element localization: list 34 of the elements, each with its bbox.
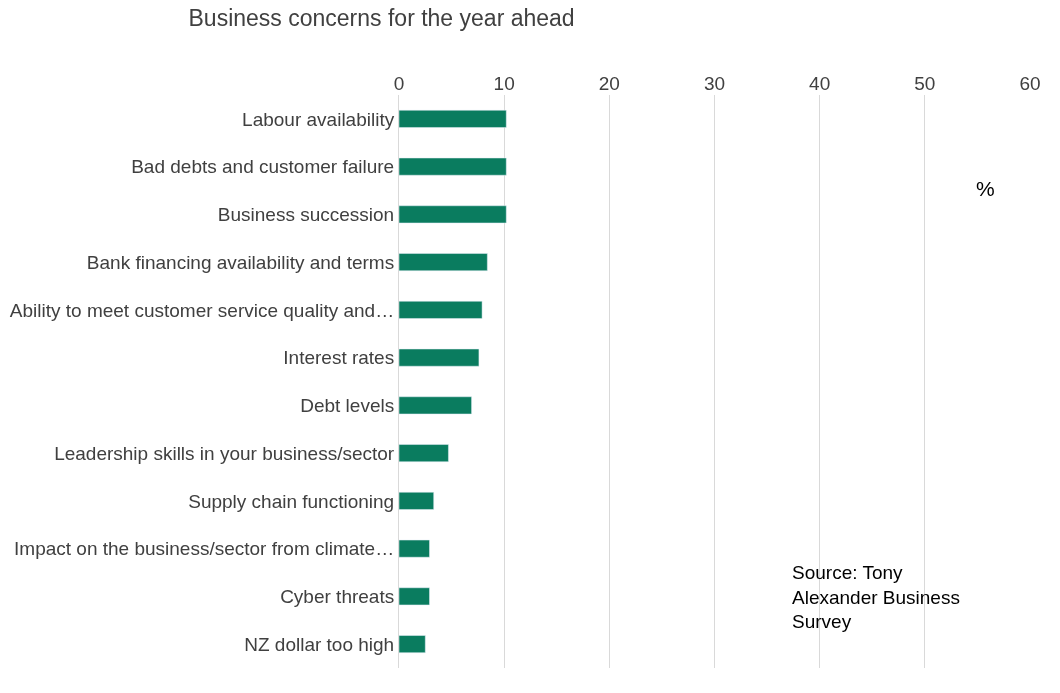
y-tick-label: Cyber threats (280, 586, 395, 608)
bar (399, 348, 480, 367)
y-tick-label: Debt levels (300, 395, 395, 417)
y-tick-label: Labour availability (242, 108, 395, 130)
y-tick-label: Leadership skills in your business/sector (54, 442, 395, 464)
chart-title: Business concerns for the year ahead (188, 5, 575, 32)
x-tick-label: 50 (914, 73, 936, 95)
y-tick-label: Supply chain functioning (188, 490, 395, 512)
y-tick-label: Interest rates (283, 347, 395, 369)
bar (399, 157, 507, 176)
x-tick-label: 20 (598, 73, 620, 95)
y-tick-label: Bad debts and customer failure (131, 156, 395, 178)
y-tick-label: Ability to meet customer service quality and… (9, 299, 395, 321)
bar (399, 110, 507, 128)
x-tick-label: 30 (703, 73, 726, 95)
bar (399, 301, 483, 319)
y-tick-label: Business succession (217, 204, 395, 226)
y-tick-label: Bank financing availability and terms (86, 251, 395, 273)
bar (399, 205, 507, 224)
bar (399, 253, 488, 271)
x-tick-label: 40 (809, 73, 831, 95)
bar (399, 396, 472, 415)
annotation: % (976, 177, 995, 200)
bar (399, 492, 434, 510)
bar (399, 444, 449, 462)
bar (399, 587, 430, 606)
y-tick-label: Impact on the business/sector from climate… (14, 538, 395, 560)
x-tick-label: 10 (493, 73, 515, 95)
bar (399, 539, 430, 558)
y-tick-label: NZ dollar too high (244, 633, 395, 655)
bar (399, 635, 426, 653)
annotation: Source: Tony Alexander Business Survey (792, 562, 960, 633)
x-tick-label: 60 (1019, 73, 1041, 95)
x-tick-label: 0 (393, 73, 405, 95)
